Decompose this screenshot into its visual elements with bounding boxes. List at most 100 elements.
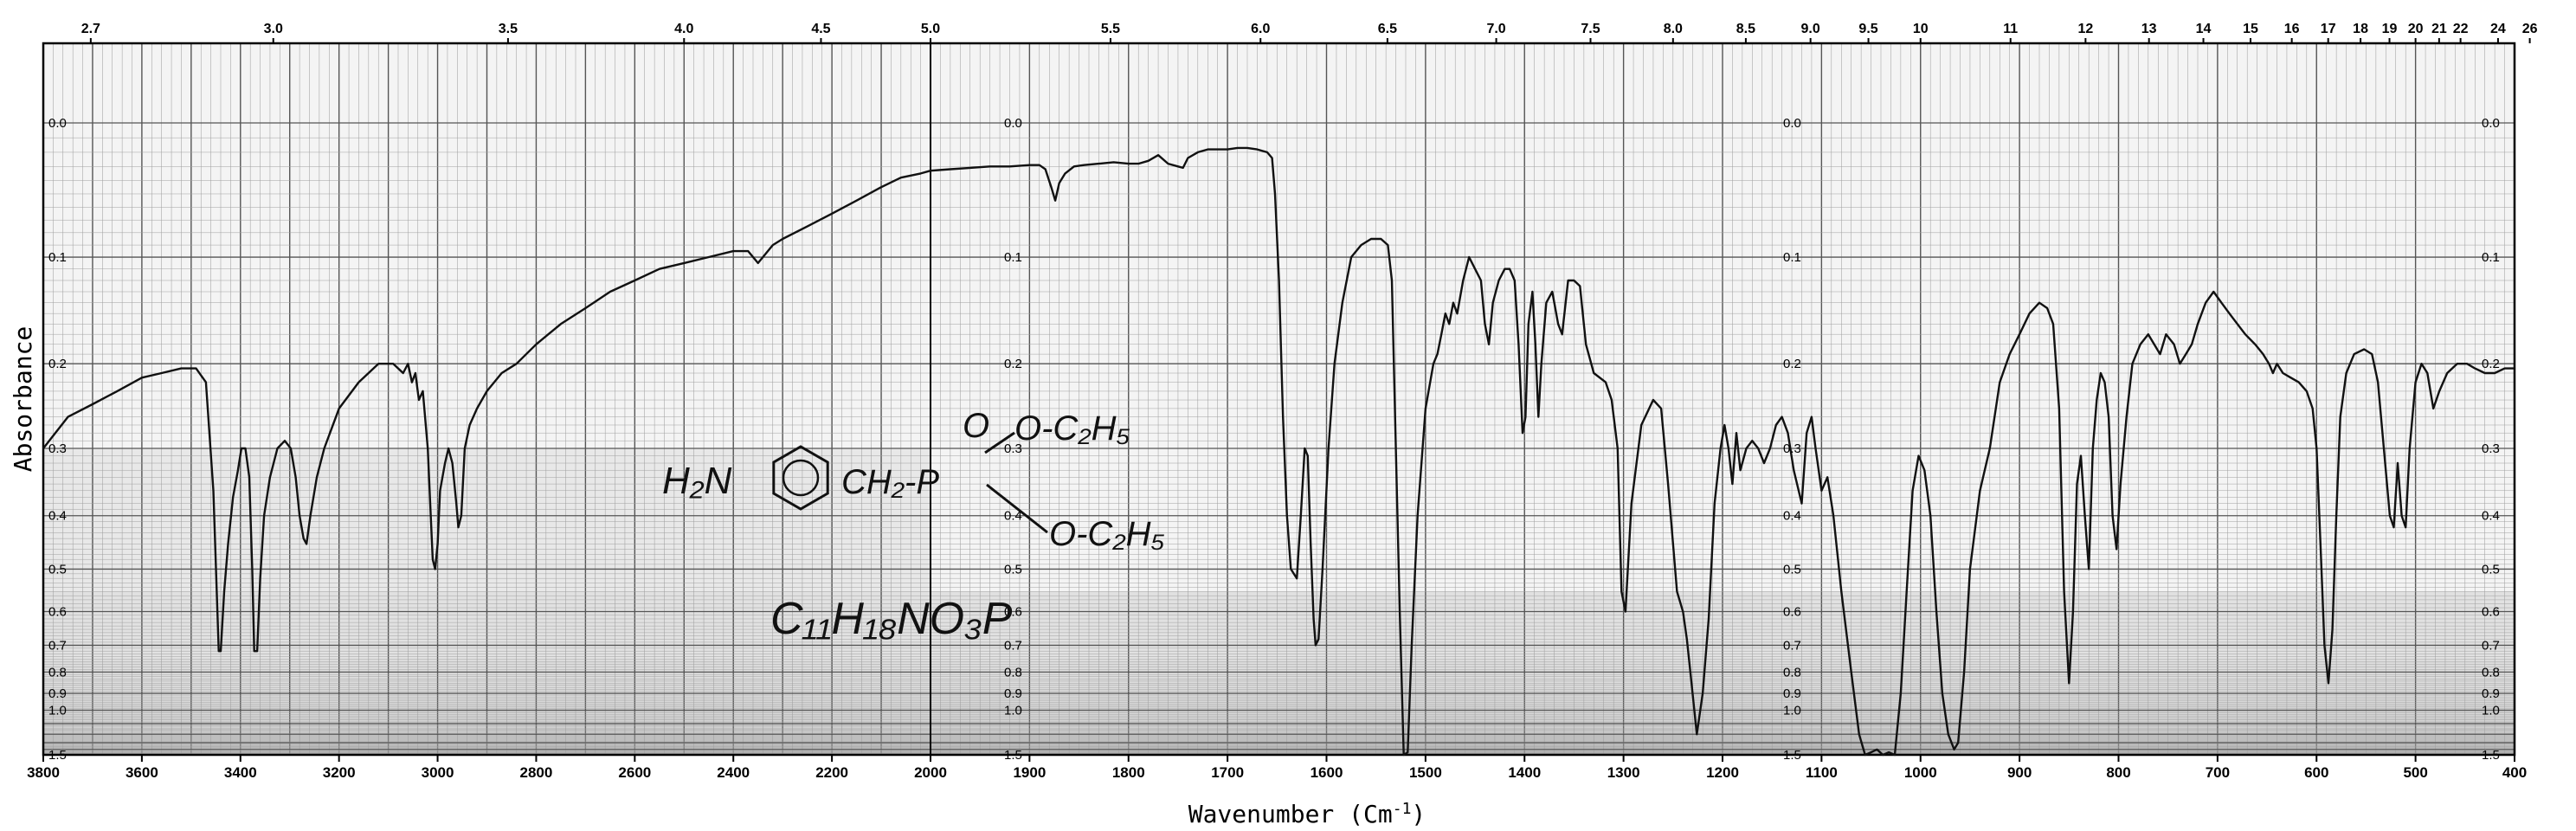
x-tick-label: 1500: [1409, 764, 1442, 781]
absorbance-label: 0.1: [2482, 250, 2500, 265]
absorbance-label: 0.6: [48, 604, 67, 619]
absorbance-label: 1.5: [2482, 748, 2500, 763]
top-tick-label: 3.5: [499, 22, 518, 36]
top-tick-label: 10: [1913, 22, 1929, 36]
x-tick-label: 1800: [1112, 764, 1145, 781]
x-tick-label: 2200: [815, 764, 848, 781]
top-tick-labels: 2.7 3.0 3.5 4.0 4.5 5.0 5.5 6.0 6.5 7.0 7.5 8.0 8.5 9…: [81, 22, 2538, 43]
annotation-methylene: CH₂-P: [841, 463, 939, 501]
top-tick-label: 11: [2003, 22, 2018, 36]
top-tick-label: 18: [2353, 22, 2368, 36]
absorbance-label: 0.7: [48, 638, 67, 653]
annotation-ethoxy-bottom: O-C₂H₅: [1049, 515, 1165, 553]
absorbance-label: 0.2: [48, 357, 67, 371]
top-tick-label: 15: [2243, 22, 2258, 36]
x-tick-label: 600: [2304, 764, 2328, 781]
structure-annotation: H₂N CH₂-P O O-C₂H₅ O-C₂H₅ C₁₁H₁₈NO₃P: [662, 407, 1165, 644]
top-tick-label: 5.5: [1101, 22, 1120, 36]
absorbance-label: 0.4: [1004, 509, 1022, 524]
annotation-formula: C₁₁H₁₈NO₃P: [770, 594, 1013, 644]
absorbance-label: 0.3: [1004, 441, 1022, 456]
spectrum-line: [42, 146, 2515, 757]
y-axis-label: Absorbance: [9, 326, 37, 473]
absorbance-label: 0.3: [2482, 441, 2500, 456]
x-tick-label: 2400: [717, 764, 750, 781]
top-tick-label: 21: [2431, 22, 2447, 36]
absorbance-label: 1.0: [48, 703, 67, 718]
absorbance-label: 0.8: [48, 665, 67, 680]
x-tick-label: 1900: [1013, 764, 1046, 781]
absorbance-label: 0.0: [2482, 116, 2500, 131]
absorbance-label: 1.5: [1004, 748, 1022, 763]
top-tick-label: 8.5: [1736, 22, 1755, 36]
absorbance-label: 0.6: [2482, 604, 2500, 619]
absorbance-label: 0.1: [48, 250, 67, 265]
x-tick-label: 3800: [27, 764, 60, 781]
top-tick-label: 24: [2490, 22, 2506, 36]
x-tick-label: 2000: [914, 764, 947, 781]
top-tick-label: 3.0: [264, 22, 283, 36]
x-axis-label-close: ): [1411, 800, 1426, 828]
absorbance-label: 1.0: [2482, 703, 2500, 718]
absorbance-label: 1.5: [1783, 748, 1801, 763]
top-tick-label: 19: [2382, 22, 2398, 36]
x-axis-label-main: Wavenumber (Cm: [1188, 800, 1393, 828]
x-tick-label: 1200: [1706, 764, 1739, 781]
absorbance-label: 0.2: [2482, 357, 2500, 371]
absorbance-label: 0.9: [1783, 686, 1801, 701]
top-tick-label: 17: [2321, 22, 2336, 36]
shade-band: [43, 591, 2515, 660]
annotation-amine: H₂N: [662, 460, 732, 502]
absorbance-label: 0.8: [1783, 665, 1801, 680]
x-tick-label: 1000: [1904, 764, 1937, 781]
top-tick-label: 14: [2196, 22, 2212, 36]
top-tick-label: 5.0: [921, 22, 940, 36]
x-tick-label: 3000: [422, 764, 454, 781]
absorbance-label: 1.0: [1783, 703, 1801, 718]
absorbance-label: 0.7: [2482, 638, 2500, 653]
absorbance-label: 0.6: [1004, 604, 1022, 619]
x-axis-label-sup: -1: [1393, 800, 1412, 818]
absorbance-label: 1.5: [48, 748, 67, 763]
annotation-bonds: [984, 431, 1048, 534]
x-tick-label: 900: [2007, 764, 2032, 781]
absorbance-label: 0.3: [48, 441, 67, 456]
x-tick-label: 2600: [618, 764, 651, 781]
absorbance-label: 0.0: [48, 116, 67, 131]
absorbance-label: 0.5: [1783, 562, 1801, 577]
top-tick-label: 22: [2453, 22, 2469, 36]
x-tick-label: 1700: [1211, 764, 1244, 781]
top-tick-label: 20: [2408, 22, 2424, 36]
benzene-ring: [772, 445, 829, 511]
absorbance-label: 0.0: [1004, 116, 1022, 131]
absorbance-label: 0.7: [1004, 638, 1022, 653]
x-tick-label: 1300: [1607, 764, 1640, 781]
absorbance-label: 0.2: [1004, 357, 1022, 371]
absorbance-label: 0.5: [2482, 562, 2500, 577]
x-tick-label: 800: [2106, 764, 2130, 781]
absorbance-label: 0.9: [1004, 686, 1022, 701]
absorbance-label: 0.4: [1783, 509, 1801, 524]
top-tick-label: 9.5: [1858, 22, 1877, 36]
absorbance-label: 0.4: [48, 509, 67, 524]
x-tick-labels: 3800 3600 3400 3200 3000 2800 2600 2400 2200 2000…: [27, 755, 2527, 781]
absorbance-label: 0.1: [1004, 250, 1022, 265]
top-tick-label: 16: [2284, 22, 2300, 36]
annotation-ethoxy-top: O-C₂H₅: [1014, 409, 1130, 448]
top-tick-label: 9.0: [1801, 22, 1820, 36]
top-tick-label: 6.0: [1251, 22, 1270, 36]
x-tick-label: 700: [2206, 764, 2230, 781]
plot-frame: [42, 42, 2516, 757]
x-tick-label: 3200: [323, 764, 356, 781]
top-tick-label: 26: [2522, 22, 2538, 36]
absorbance-label: 0.9: [2482, 686, 2500, 701]
x-tick-label: 400: [2502, 764, 2527, 781]
top-tick-label: 13: [2141, 22, 2157, 36]
absorbance-label: 0.2: [1783, 357, 1801, 371]
annotation-oxygen: O: [963, 407, 989, 445]
x-tick-label: 2800: [520, 764, 553, 781]
x-tick-label: 1600: [1311, 764, 1343, 781]
absorbance-label: 0.1: [1783, 250, 1801, 265]
